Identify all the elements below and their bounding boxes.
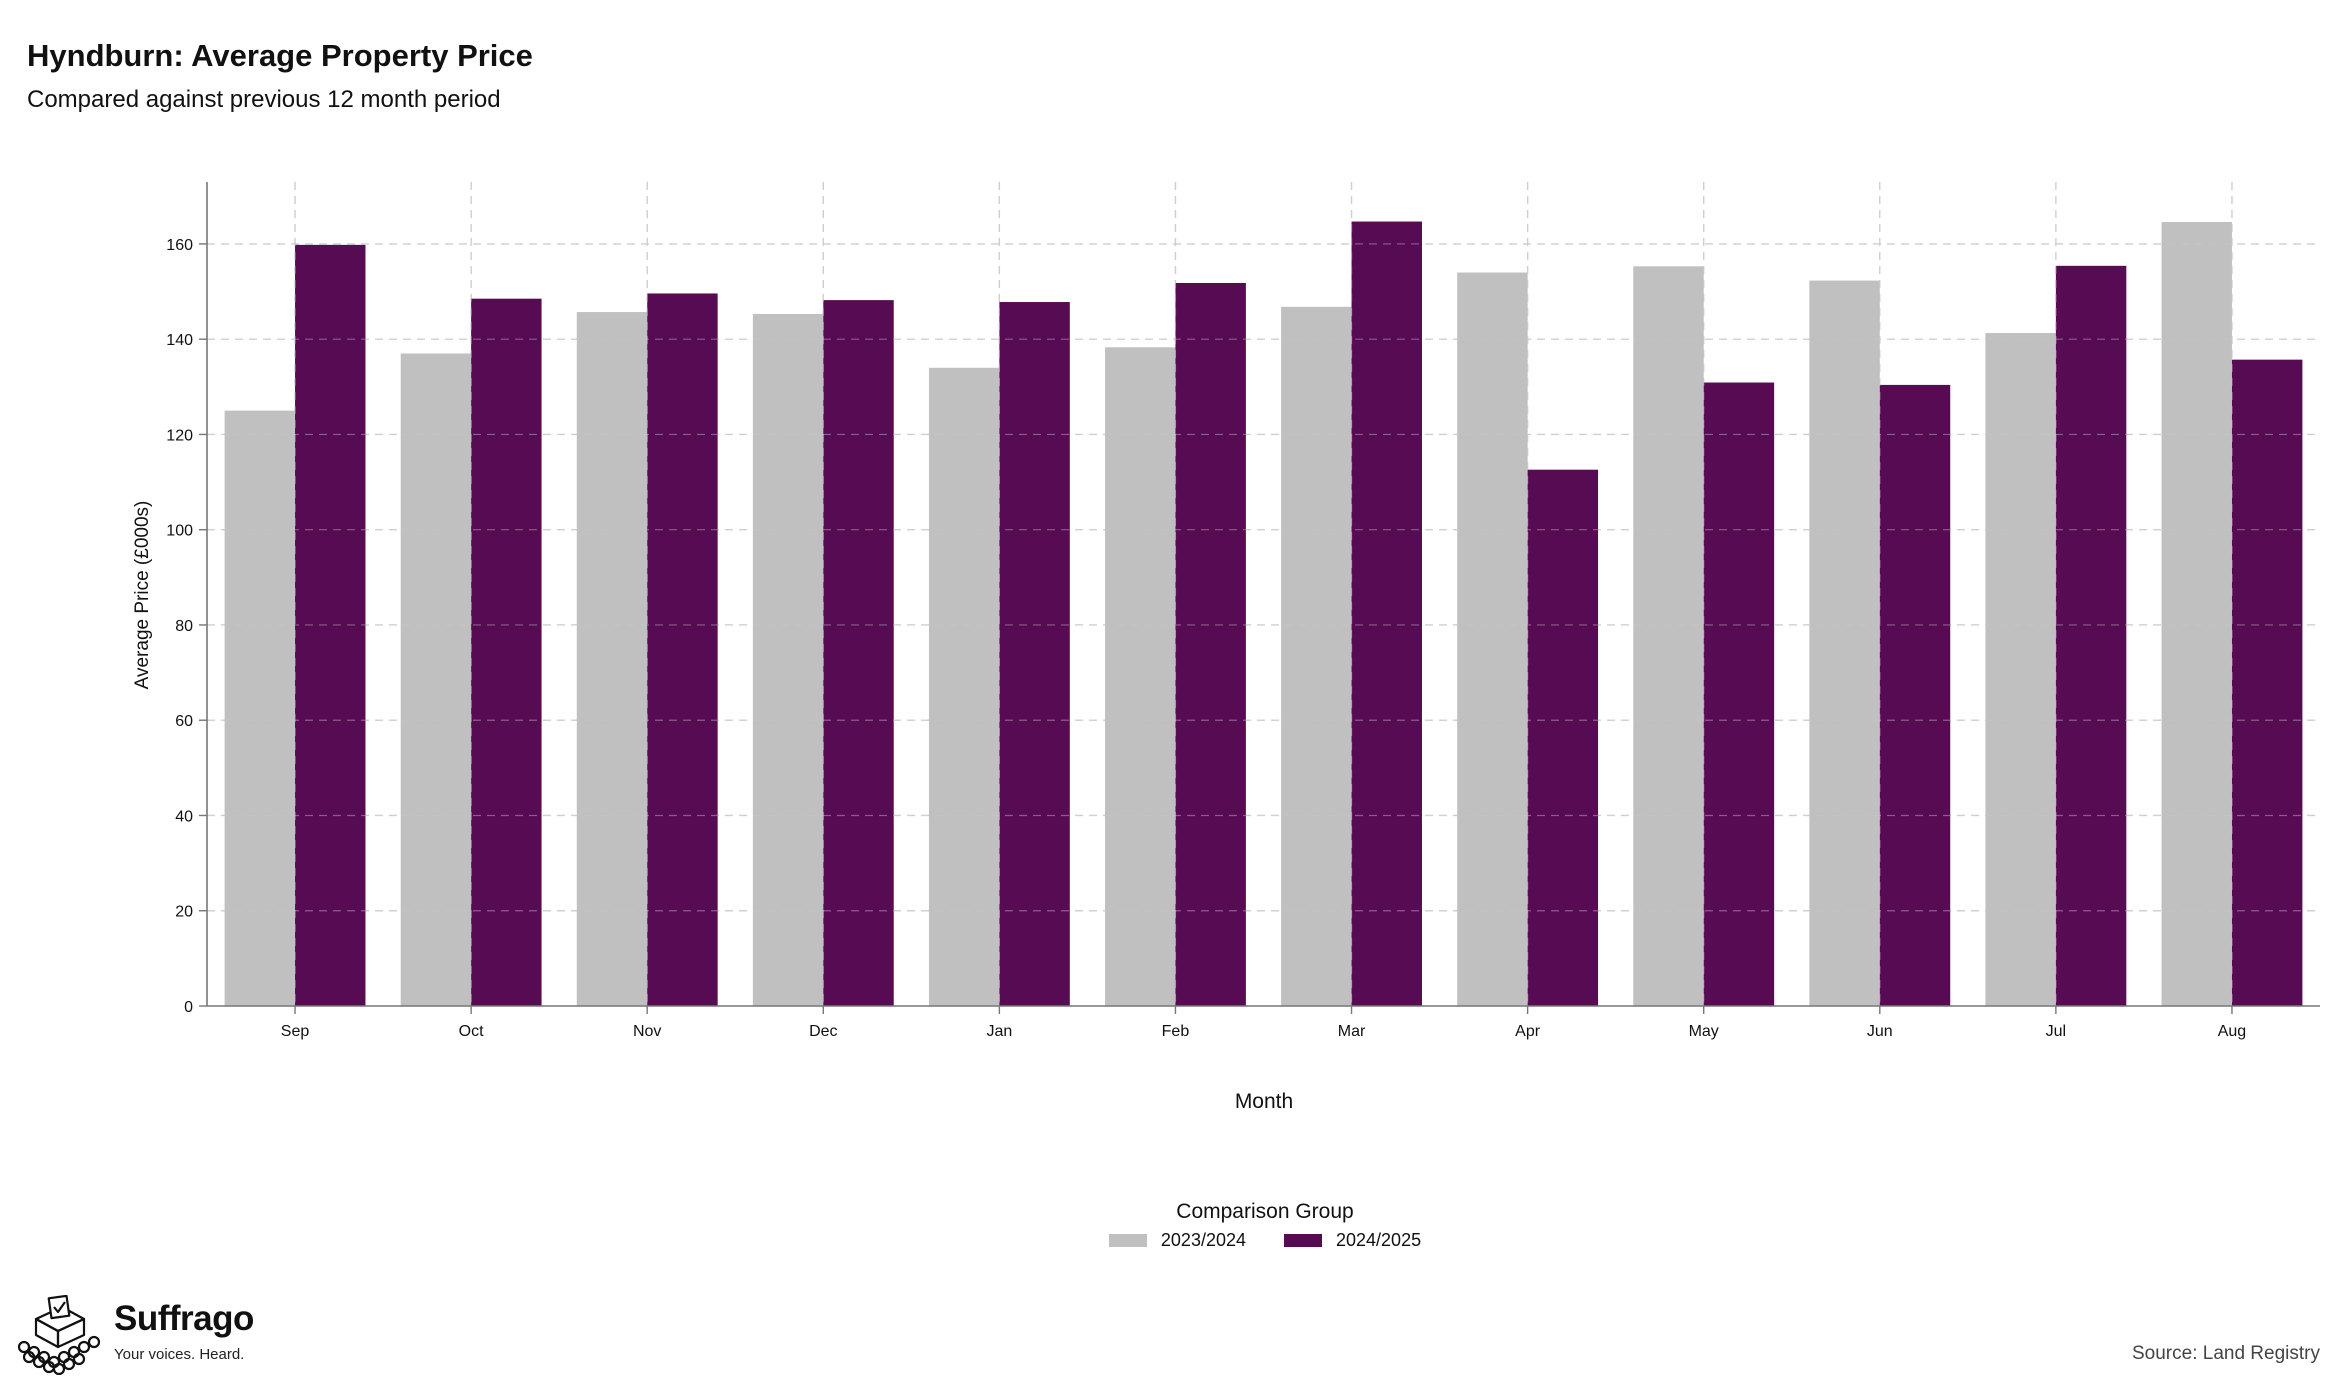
x-tick-label: Feb (1162, 1023, 1190, 1040)
y-tick-label: 100 (166, 523, 193, 540)
bar-2024-2025-may (1703, 382, 1775, 1006)
bar-2024-2025-dec (823, 300, 894, 1006)
y-axis-title: Average Price (£000s) (132, 501, 153, 690)
bar-2023-2024-may (1633, 266, 1704, 1007)
x-tick-label: Dec (809, 1023, 837, 1040)
y-tick-label: 60 (175, 713, 193, 730)
y-tick-label: 20 (175, 904, 193, 921)
legend-swatch-2024-2025 (1284, 1234, 1322, 1247)
x-tick-label: Jun (1867, 1023, 1893, 1040)
bar-2023-2024-jun (1809, 280, 1880, 1006)
y-tick-label: 0 (184, 999, 193, 1016)
bars (207, 182, 2320, 1007)
source-note: Source: Land Registry (2132, 1343, 2320, 1364)
y-tick-label: 160 (166, 237, 193, 254)
x-tick-label: Aug (2218, 1023, 2246, 1040)
bar-2024-2025-nov (647, 293, 718, 1006)
bar-2023-2024-jul (1985, 332, 2056, 1006)
bar-2024-2025-feb (1175, 282, 1246, 1006)
bar-2024-2025-sep (295, 244, 366, 1006)
bar-2023-2024-feb (1105, 347, 1176, 1006)
bar-2024-2025-jan (999, 302, 1070, 1007)
ballot-box-icon (17, 1295, 101, 1375)
bar-2024-2025-mar (1351, 221, 1422, 1006)
bar-2023-2024-apr (1457, 272, 1528, 1007)
x-tick-label: Sep (281, 1023, 310, 1040)
legend-item-2023-2024: 2023/2024 (1108, 1230, 1246, 1251)
bar-2023-2024-oct (400, 353, 472, 1006)
bar-2024-2025-oct (471, 298, 542, 1007)
legend-swatch-2023-2024 (1108, 1234, 1147, 1247)
legend-label-2023-2024: 2023/2024 (1160, 1230, 1246, 1250)
y-tick-label: 80 (175, 618, 193, 635)
x-tick-label: Apr (1515, 1023, 1541, 1040)
x-tick-label: Mar (1338, 1023, 1366, 1040)
brand-tagline: Your voices. Heard. (114, 1346, 245, 1363)
bar-2024-2025-apr (1527, 469, 1599, 1006)
tick-labels: 0 20 40 60 80 100 120 140 160 Sep Oct Nov Dec Jan Feb M… (166, 237, 2246, 1040)
y-tick-label: 120 (166, 427, 193, 444)
bar-2023-2024-aug (2161, 222, 2232, 1006)
brand-text: Suffrago Your voices. Heard. (114, 1295, 254, 1363)
brand-name: Suffrago (114, 1299, 254, 1338)
x-axis-title: Month (1235, 1090, 1293, 1113)
x-tick-label: Nov (633, 1023, 661, 1040)
axes (199, 182, 2320, 1014)
chart-title: Hyndburn: Average Property Price (27, 38, 533, 73)
y-tick-label: 140 (166, 332, 193, 349)
x-tick-label: Jan (986, 1023, 1012, 1040)
bar-2024-2025-jul (2055, 265, 2127, 1007)
x-tick-label: Jul (2046, 1023, 2066, 1040)
bar-2023-2024-jan (928, 367, 1000, 1007)
legend-item-2024-2025: 2024/2025 (1284, 1230, 1421, 1251)
legend-title: Comparison Group (1176, 1200, 1354, 1223)
x-tick-label: May (1689, 1023, 1719, 1040)
chart-subtitle: Compared against previous 12 month perio… (27, 86, 501, 113)
bar-2023-2024-dec (752, 313, 824, 1006)
bar-2023-2024-sep (224, 410, 296, 1006)
bar-2024-2025-jun (1879, 384, 1951, 1006)
y-tick-label: 40 (175, 808, 193, 825)
brand-logo: Suffrago Your voices. Heard. (14, 1295, 254, 1375)
bar-2023-2024-nov (576, 312, 648, 1007)
x-tick-label: Oct (459, 1023, 484, 1040)
bar-2023-2024-mar (1281, 306, 1352, 1006)
legend: Comparison Group 2023/2024 2024/2025 (0, 1200, 2334, 1252)
bar-2024-2025-aug (2231, 359, 2303, 1006)
legend-label-2024-2025: 2024/2025 (1336, 1230, 1422, 1250)
legend-items: 2023/2024 2024/2025 (1108, 1230, 1421, 1251)
